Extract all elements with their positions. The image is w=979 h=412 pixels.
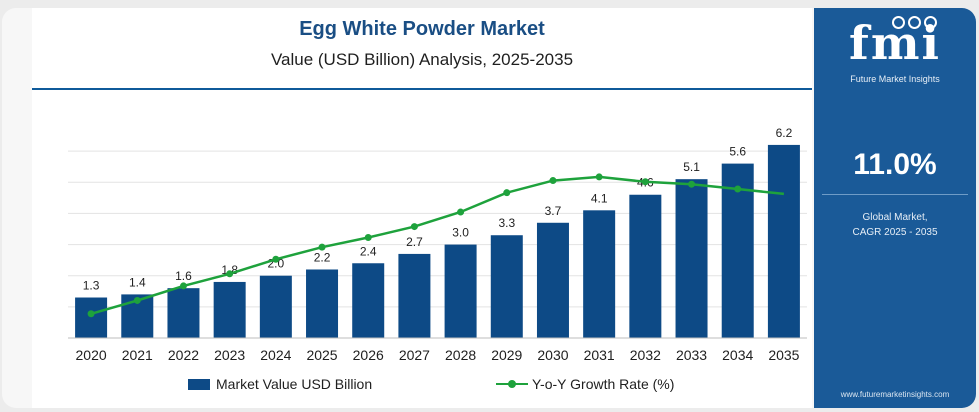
bar-2023 [213,281,246,338]
growth-point-2023 [226,270,234,278]
growth-point-2028 [457,208,465,216]
growth-point-2029 [503,189,511,197]
x-tick-label-2021: 2021 [122,347,153,363]
data-label-2030: 3.7 [545,204,562,218]
legend-label-growth-rate: Y-o-Y Growth Rate (%) [532,376,675,392]
website-url: www.futuremarketinsights.com [840,390,950,399]
x-tick-label-2024: 2024 [260,347,291,363]
bar-2032 [629,194,662,338]
legend-item-market-value: Market Value USD Billion [188,376,372,392]
x-tick-label-2032: 2032 [630,347,661,363]
cagr-desc-line1: Global Market, [862,212,928,223]
x-tick-label-2031: 2031 [584,347,615,363]
logo-people-icon [892,16,940,34]
growth-point-2031 [595,173,603,181]
bar-2026 [352,263,385,338]
bar-2024 [259,275,292,338]
bar-2028 [444,244,477,338]
data-label-2021: 1.4 [129,275,146,289]
data-label-2033: 5.1 [683,160,700,174]
cagr-description: Global Market, CAGR 2025 - 2035 [814,210,976,240]
header-divider [32,88,812,90]
growth-rate-line [90,175,785,316]
data-label-2025: 2.2 [314,250,331,264]
legend-line-swatch [496,378,528,390]
growth-point-2021 [133,296,141,304]
growth-point-2030 [549,177,557,185]
data-label-2026: 2.4 [360,244,377,258]
x-tick-label-2029: 2029 [491,347,522,363]
data-label-2034: 5.6 [729,145,746,159]
data-label-2027: 2.7 [406,235,423,249]
chart-title: Egg White Powder Market [299,18,545,40]
chart-plot-area: 1.320201.420211.620221.820232.020242.220… [68,126,807,363]
bar-2022 [167,288,200,338]
infographic-card: Egg White Powder Market Value (USD Billi… [2,8,976,408]
growth-point-2034 [734,185,742,193]
chart-legend: Market Value USD Billion Y-o-Y Growth Ra… [32,376,812,396]
bar-2031 [583,210,616,338]
cagr-sidebar: fmi Future Market Insights 11.0% Global … [814,8,976,408]
logo-subtitle: Future Market Insights [850,74,940,84]
chart-panel: Egg White Powder Market Value (USD Billi… [32,8,812,408]
x-tick-label-2027: 2027 [399,347,430,363]
bar-2030 [536,222,569,338]
x-tick-label-2022: 2022 [168,347,199,363]
data-label-2028: 3.0 [452,226,469,240]
growth-point-2020 [87,310,95,318]
x-tick-label-2033: 2033 [676,347,707,363]
growth-point-2026 [364,233,372,241]
bar-2027 [398,253,431,338]
data-label-2029: 3.3 [498,216,515,230]
data-label-2020: 1.3 [83,279,100,293]
legend-bar-swatch [188,378,210,390]
cagr-value: 11.0% [853,148,937,181]
x-tick-label-2023: 2023 [214,347,245,363]
x-tick-label-2034: 2034 [722,347,753,363]
bar-2025 [306,269,339,338]
data-label-2022: 1.6 [175,269,192,283]
x-tick-label-2025: 2025 [306,347,337,363]
sidebar-divider [822,194,968,195]
bar-2029 [490,235,523,338]
growth-point-2027 [410,223,418,231]
data-label-2031: 4.1 [591,191,608,205]
legend-label-market-value: Market Value USD Billion [216,376,373,392]
growth-point-2022 [179,282,187,290]
x-tick-label-2026: 2026 [353,347,384,363]
bar-2034 [721,163,754,338]
bar-2020 [75,297,108,338]
growth-point-2033 [688,180,696,188]
bar-2033 [675,179,708,338]
x-tick-label-2030: 2030 [537,347,568,363]
growth-point-2024 [272,255,280,263]
cagr-desc-line2: CAGR 2025 - 2035 [852,227,938,238]
x-tick-label-2028: 2028 [445,347,476,363]
growth-point-2032 [641,178,649,186]
bar-2035 [767,144,800,338]
growth-point-2025 [318,243,326,251]
data-label-2035: 6.2 [776,126,793,140]
x-tick-label-2020: 2020 [76,347,107,363]
chart-subtitle: Value (USD Billion) Analysis, 2025-2035 [270,50,574,69]
legend-item-growth-rate: Y-o-Y Growth Rate (%) [496,376,674,392]
x-tick-label-2035: 2035 [768,347,799,363]
